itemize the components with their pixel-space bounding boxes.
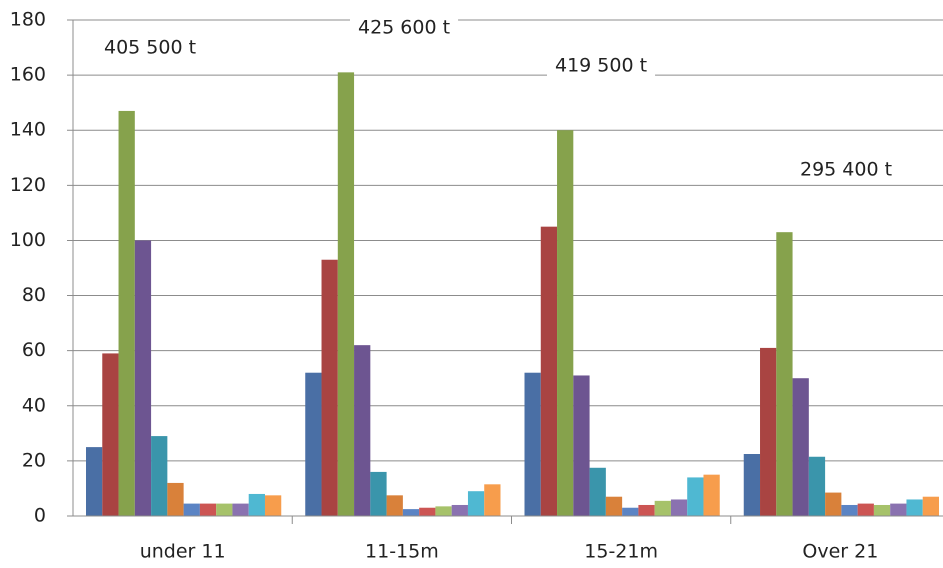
bar [167,482,184,516]
bar [857,503,874,516]
annotation: 419 500 t [555,55,647,77]
x-tick-label: Over 21 [802,541,878,563]
bar [435,506,452,516]
bar [232,503,249,516]
x-tick-label: under 11 [140,541,226,563]
annotation-bg [350,12,459,43]
y-tick-label: 100 [10,229,46,251]
y-tick-label: 60 [22,339,46,361]
bar [841,504,858,516]
y-tick-label: 80 [22,284,46,306]
bar [370,471,387,516]
bar [703,474,720,516]
bar [687,477,704,516]
bar [354,345,371,516]
bar [402,509,420,516]
bar [419,507,436,516]
bar [467,491,485,516]
bar [654,500,671,516]
bar [321,259,338,516]
bar [216,503,233,516]
bar [305,372,322,516]
bar [808,456,826,516]
bar [890,503,907,516]
x-tick-label: 11-15m [365,541,439,563]
bar [776,232,793,516]
y-tick-label: 0 [34,505,46,527]
bar [792,378,809,516]
bar [337,72,355,516]
bar [151,436,168,516]
bar [922,496,939,516]
bar [743,454,761,516]
bar [540,226,558,516]
bar [873,504,891,516]
annotation-bg [792,154,901,185]
annotation: 405 500 t [104,37,196,59]
y-tick-label: 120 [10,174,46,196]
bar [573,375,590,516]
bar [557,130,574,516]
bar [102,353,119,516]
bar [906,499,923,516]
bar [589,467,606,516]
y-tick-label: 20 [22,449,46,471]
y-tick-label: 180 [10,9,46,31]
bar [183,503,200,516]
bar [825,492,842,516]
y-tick-label: 40 [22,394,46,416]
bar [451,504,468,516]
bar [264,495,282,516]
bar [386,495,403,516]
bar [86,447,103,516]
y-tick-label: 140 [10,119,46,141]
bar [484,484,501,516]
annotation-bg [96,32,205,63]
bar [605,496,623,516]
bar [199,503,217,516]
x-tick-label: 15-21m [584,541,658,563]
bar [670,499,688,516]
bar [622,507,639,516]
y-tick-label: 160 [10,64,46,86]
bar [134,240,152,516]
bar [524,372,541,516]
annotation: 295 400 t [800,159,892,181]
bar [638,504,655,516]
bar [118,110,135,516]
bar [760,347,777,516]
annotation-bg [547,50,656,81]
bar [248,493,265,516]
annotation: 425 600 t [358,17,450,39]
